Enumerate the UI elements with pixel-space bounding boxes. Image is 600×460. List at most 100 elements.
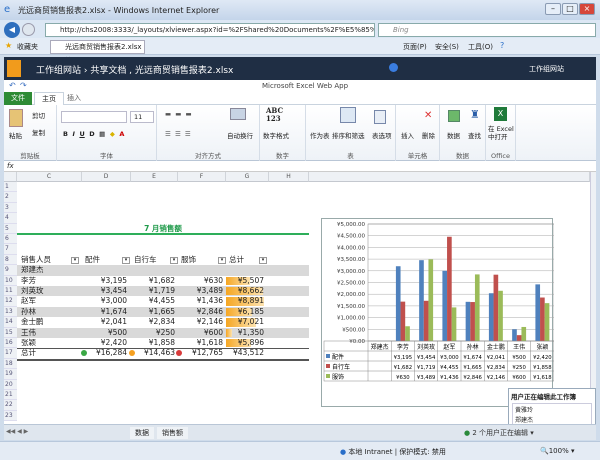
- row-header[interactable]: 23: [4, 410, 17, 422]
- column-header[interactable]: G: [226, 172, 269, 182]
- breadcrumb[interactable]: 工作组网站 › 共享文档 , 光远商贸销售报表2.xlsx: [36, 66, 234, 76]
- align-icons-2[interactable]: ☰ ☰ ☰: [165, 130, 191, 138]
- row-header[interactable]: 3: [4, 202, 17, 214]
- row-header[interactable]: 21: [4, 390, 17, 401]
- sheet-tab[interactable]: 销售额: [157, 427, 188, 439]
- table-cell[interactable]: ¥6,185: [237, 306, 264, 316]
- font-name-select[interactable]: [61, 111, 127, 123]
- tab-insert[interactable]: 插入: [67, 94, 81, 102]
- column-header[interactable]: E: [131, 172, 178, 182]
- table-cell[interactable]: ¥5,507: [237, 275, 264, 285]
- table-cell[interactable]: ¥3,195: [100, 275, 127, 285]
- filter-dropdown-icon[interactable]: ▾: [122, 256, 130, 264]
- total-cell[interactable]: ¥14,463: [143, 348, 175, 358]
- filter-dropdown-icon[interactable]: ▾: [170, 256, 178, 264]
- table-cell[interactable]: ¥1,350: [237, 327, 264, 337]
- sort-filter-button[interactable]: 排序和筛选: [332, 132, 365, 140]
- total-cell[interactable]: ¥16,284: [95, 348, 127, 358]
- table-cell[interactable]: ¥2,146: [196, 317, 223, 327]
- salesperson-cell[interactable]: 赵军: [21, 296, 36, 306]
- table-cell[interactable]: ¥1,665: [148, 306, 175, 316]
- table-cell[interactable]: ¥2,834: [148, 317, 175, 327]
- zoom-level[interactable]: 🔍100% ▾: [540, 447, 575, 455]
- table-header[interactable]: 自行车 ▾: [134, 255, 178, 265]
- wrap-text-button[interactable]: 自动换行: [227, 132, 253, 140]
- row-header[interactable]: 2: [4, 192, 17, 203]
- favorites-button[interactable]: 收藏夹: [17, 43, 38, 51]
- row-header[interactable]: 6: [4, 234, 17, 245]
- table-cell[interactable]: ¥3,489: [196, 286, 223, 295]
- row-header[interactable]: 14: [4, 317, 17, 328]
- minimize-button[interactable]: –: [545, 3, 561, 15]
- filter-dropdown-icon[interactable]: ▾: [218, 256, 226, 264]
- row-header[interactable]: 4: [4, 213, 17, 224]
- sheet-nav-arrows[interactable]: ◀◀ ◀ ▶: [6, 428, 29, 435]
- cut-button[interactable]: 剪切: [32, 112, 45, 120]
- row-header[interactable]: 15: [4, 327, 17, 338]
- table-cell[interactable]: ¥500: [107, 327, 127, 337]
- paste-button[interactable]: 粘贴: [9, 132, 22, 140]
- find-button[interactable]: 查找: [468, 132, 481, 140]
- help-icon[interactable]: ?: [500, 41, 505, 50]
- salesperson-cell[interactable]: 张颖: [21, 338, 36, 347]
- search-input[interactable]: Bing: [378, 23, 596, 37]
- font-size-select[interactable]: 11: [130, 111, 154, 123]
- row-header[interactable]: 5: [4, 223, 17, 234]
- tab-file[interactable]: 文件: [4, 92, 32, 105]
- table-header[interactable]: 服饰 ▾: [181, 255, 226, 265]
- salesperson-cell[interactable]: 李芳: [21, 275, 36, 285]
- row-header[interactable]: 16: [4, 338, 17, 349]
- sheet-tab[interactable]: 数据: [130, 427, 154, 439]
- help-icon[interactable]: [389, 63, 398, 72]
- table-header[interactable]: 总计 ▾: [229, 255, 267, 265]
- row-header[interactable]: 20: [4, 379, 17, 390]
- row-header[interactable]: 9: [4, 265, 17, 276]
- table-cell[interactable]: ¥3,000: [100, 296, 127, 306]
- table-cell[interactable]: ¥1,858: [148, 338, 175, 347]
- table-cell[interactable]: ¥8,891: [237, 296, 264, 306]
- total-cell[interactable]: ¥43,512: [232, 348, 264, 358]
- salesperson-cell[interactable]: 金士鹏: [21, 317, 44, 327]
- chart[interactable]: ¥0.00 ¥500.00 ¥1,000.00 ¥1,500.00 ¥2,000.00 ¥…: [321, 218, 555, 407]
- table-cell[interactable]: ¥7,021: [237, 317, 264, 327]
- row-header[interactable]: 10: [4, 275, 17, 286]
- table-cell[interactable]: ¥3,454: [100, 286, 127, 295]
- table-cell[interactable]: ¥1,618: [196, 338, 223, 347]
- select-all[interactable]: [4, 172, 17, 182]
- table-cell[interactable]: ¥1,682: [148, 275, 175, 285]
- table-cell[interactable]: ¥5,896: [237, 338, 264, 347]
- table-header[interactable]: 销售人员 ▾: [21, 255, 79, 265]
- copy-button[interactable]: 复制: [32, 129, 45, 137]
- undo-icon[interactable]: ↶: [9, 81, 16, 90]
- column-header[interactable]: D: [82, 172, 131, 182]
- close-button[interactable]: ×: [579, 3, 595, 15]
- row-header[interactable]: 13: [4, 306, 17, 318]
- site-link[interactable]: 工作组网站: [529, 65, 564, 73]
- menu-tools[interactable]: 工具(O): [468, 43, 493, 51]
- table-cell[interactable]: [226, 265, 264, 275]
- formula-bar[interactable]: fx: [4, 161, 596, 172]
- editing-status[interactable]: ● 2 个用户正在编辑 ▾: [464, 429, 534, 437]
- table-cell[interactable]: ¥8,662: [237, 286, 264, 295]
- delete-cells-button[interactable]: 删除: [422, 132, 435, 140]
- address-bar[interactable]: http://chs2008:3333/_layouts/xlviewer.as…: [45, 23, 375, 37]
- table-cell[interactable]: ¥600: [203, 327, 223, 337]
- filter-dropdown-icon[interactable]: ▾: [259, 256, 267, 264]
- total-cell[interactable]: ¥12,765: [191, 348, 223, 358]
- menu-page[interactable]: 页面(P): [403, 43, 427, 51]
- row-header[interactable]: 12: [4, 296, 17, 307]
- table-cell[interactable]: ¥250: [155, 327, 175, 337]
- open-in-excel-button[interactable]: 在 Excel 中打开: [488, 125, 514, 141]
- table-options-button[interactable]: 表选项: [372, 132, 392, 140]
- filter-dropdown-icon[interactable]: ▾: [71, 256, 79, 264]
- table-cell[interactable]: [131, 265, 175, 275]
- vertical-scrollbar[interactable]: [590, 172, 596, 424]
- column-header[interactable]: C: [17, 172, 82, 182]
- row-header[interactable]: 7: [4, 244, 17, 255]
- data-button[interactable]: 数据: [447, 132, 460, 140]
- table-cell[interactable]: ¥2,846: [196, 306, 223, 316]
- menu-safety[interactable]: 安全(S): [435, 43, 459, 51]
- table-cell[interactable]: ¥1,674: [100, 306, 127, 316]
- table-cell[interactable]: [82, 265, 127, 275]
- table-header[interactable]: 配件 ▾: [85, 255, 130, 265]
